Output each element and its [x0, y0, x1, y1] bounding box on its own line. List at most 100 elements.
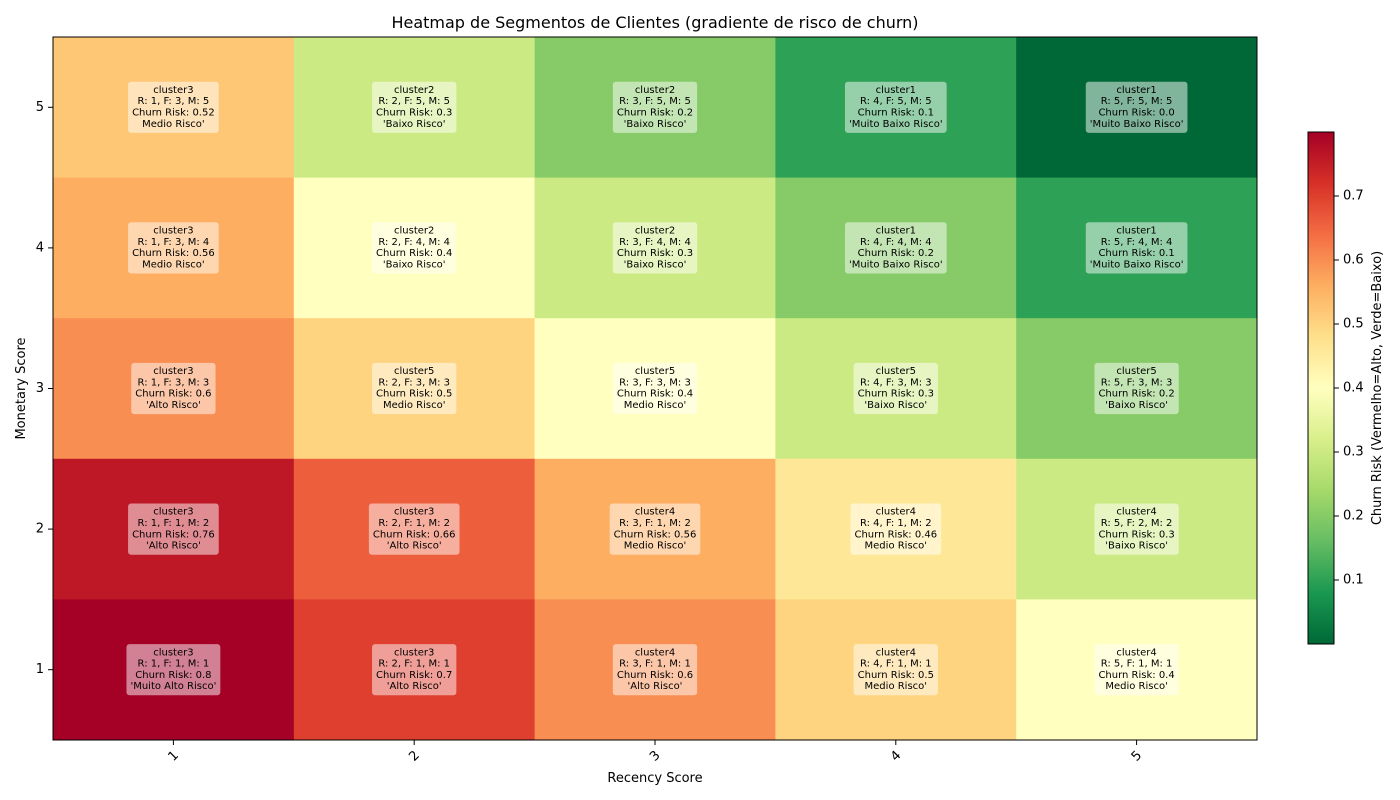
cell-label-line: Churn Risk: 0.56 [132, 248, 215, 259]
cell-label-box [1085, 81, 1188, 133]
cell-label-line: Medio Risco' [624, 541, 687, 552]
cell-label-line: R: 1, F: 3, M: 4 [138, 237, 210, 248]
cell-label-line: R: 2, F: 1, M: 2 [378, 518, 450, 529]
y-tick-label: 5 [36, 100, 44, 115]
cell-label-line: 'Alto Risco' [146, 541, 201, 552]
y-axis-label: Monetary Score [14, 337, 29, 439]
cell-label-line: Churn Risk: 0.46 [854, 529, 937, 540]
colorbar [1307, 131, 1335, 645]
cell-label-line: Medio Risco' [142, 119, 205, 130]
cell-label-line: R: 1, F: 3, M: 5 [138, 96, 210, 107]
colorbar-tick-label: 0.6 [1343, 253, 1364, 268]
cell-label-line: 'Muito Baixo Risco' [849, 259, 943, 270]
cell-label-line: cluster4 [876, 507, 916, 518]
x-tick-label: 2 [406, 748, 422, 764]
y-tick-label: 4 [36, 240, 44, 255]
x-tick-label: 3 [647, 748, 663, 764]
cell-label-line: Churn Risk: 0.76 [132, 529, 215, 540]
cell-label-line: 'Baixo Risco' [1105, 541, 1168, 552]
cell-label-line: Churn Risk: 0.2 [617, 107, 693, 118]
cell-label-line: Churn Risk: 0.1 [1098, 248, 1174, 259]
cell-label-line: 'Baixo Risco' [1105, 400, 1168, 411]
cell-label-line: 'Muito Baixo Risco' [1090, 119, 1184, 130]
cell-label-box [853, 644, 938, 696]
cell-label-line: Churn Risk: 0.6 [135, 389, 211, 400]
cell-label-line: cluster3 [153, 507, 193, 518]
cell-label-line: R: 3, F: 1, M: 2 [619, 518, 691, 529]
cell-label-line: cluster3 [394, 507, 434, 518]
cell-label-line: Churn Risk: 0.3 [376, 107, 452, 118]
cell-label-line: cluster5 [394, 366, 434, 377]
cell-label-line: R: 3, F: 1, M: 1 [619, 659, 691, 670]
cell-label-line: R: 1, F: 1, M: 1 [138, 659, 210, 670]
cell-label-box [612, 81, 698, 133]
cell-label-line: cluster1 [1116, 225, 1156, 236]
cell-label-line: Churn Risk: 0.0 [1098, 107, 1174, 118]
cell-label-line: Churn Risk: 0.3 [617, 248, 693, 259]
cell-label-line: Churn Risk: 0.56 [614, 529, 697, 540]
cell-label-line: 'Muito Alto Risco' [130, 681, 216, 692]
cell-label-line: cluster4 [1116, 507, 1156, 518]
cell-label-line: 'Alto Risco' [387, 541, 442, 552]
colorbar-tick-label: 0.4 [1343, 381, 1364, 396]
cell-label-line: R: 2, F: 5, M: 5 [378, 96, 450, 107]
cell-label-box [609, 503, 701, 555]
cell-label-box [612, 222, 698, 274]
cell-label-box [372, 644, 457, 696]
cell-label-line: Churn Risk: 0.5 [858, 670, 934, 681]
cell-label-line: Churn Risk: 0.4 [1098, 670, 1174, 681]
colorbar-tick-label: 0.1 [1343, 573, 1364, 588]
cell-label-line: Churn Risk: 0.66 [373, 529, 456, 540]
cell-label-line: R: 4, F: 5, M: 5 [860, 96, 932, 107]
cell-label-line: cluster2 [394, 225, 434, 236]
cell-label-line: R: 4, F: 1, M: 1 [860, 659, 932, 670]
y-tick-label: 1 [36, 662, 44, 677]
cell-label-line: cluster3 [394, 647, 434, 658]
cell-label-line: R: 5, F: 3, M: 3 [1101, 377, 1173, 388]
colorbar-tick-label: 0.2 [1343, 509, 1364, 524]
cell-label-line: Medio Risco' [624, 400, 687, 411]
cell-label-line: 'Baixo Risco' [383, 259, 446, 270]
cell-label-line: cluster1 [876, 225, 916, 236]
cell-label-line: R: 2, F: 3, M: 3 [378, 377, 450, 388]
cell-label-box [1085, 222, 1188, 274]
cell-label-line: 'Muito Baixo Risco' [1090, 259, 1184, 270]
cell-label-line: Medio Risco' [1105, 681, 1168, 692]
cell-label-line: Churn Risk: 0.2 [858, 248, 934, 259]
cell-label-line: 'Muito Baixo Risco' [849, 119, 943, 130]
cell-label-line: 'Alto Risco' [146, 400, 201, 411]
cell-label-line: R: 4, F: 1, M: 2 [860, 518, 932, 529]
cell-label-line: Churn Risk: 0.52 [132, 107, 215, 118]
cell-label-box [128, 503, 219, 555]
cell-label-line: cluster1 [1116, 85, 1156, 96]
cell-label-box [372, 222, 457, 274]
cell-label-line: R: 4, F: 4, M: 4 [860, 237, 932, 248]
cell-label-line: cluster3 [153, 366, 193, 377]
y-tick-label: 2 [36, 522, 44, 537]
cell-label-line: Churn Risk: 0.4 [617, 389, 693, 400]
y-tick-label: 3 [36, 381, 44, 396]
cell-label-box [844, 81, 947, 133]
cell-label-line: cluster4 [635, 507, 675, 518]
cell-label-line: R: 2, F: 4, M: 4 [378, 237, 450, 248]
cell-label-box [612, 362, 698, 415]
cell-label-line: cluster3 [153, 85, 193, 96]
cell-label-line: R: 2, F: 1, M: 1 [378, 659, 450, 670]
cell-label-line: Churn Risk: 0.3 [1098, 529, 1174, 540]
cell-label-line: cluster2 [635, 225, 675, 236]
cell-label-line: R: 3, F: 3, M: 3 [619, 377, 691, 388]
cell-label-line: cluster4 [1116, 647, 1156, 658]
cell-label-line: 'Baixo Risco' [624, 259, 687, 270]
y-axis-ticks: 1 2 3 4 5 [36, 100, 53, 677]
cell-label-line: Medio Risco' [142, 259, 205, 270]
cell-label-line: cluster3 [153, 647, 193, 658]
cell-label-line: cluster1 [876, 85, 916, 96]
cell-label-line: Medio Risco' [383, 400, 446, 411]
x-tick-label: 4 [888, 748, 904, 764]
cell-label-line: cluster5 [1116, 366, 1156, 377]
cell-label-line: Medio Risco' [865, 541, 928, 552]
colorbar-tick-label: 0.3 [1343, 445, 1364, 460]
cell-label-box [128, 222, 219, 274]
cell-label-line: cluster2 [394, 85, 434, 96]
